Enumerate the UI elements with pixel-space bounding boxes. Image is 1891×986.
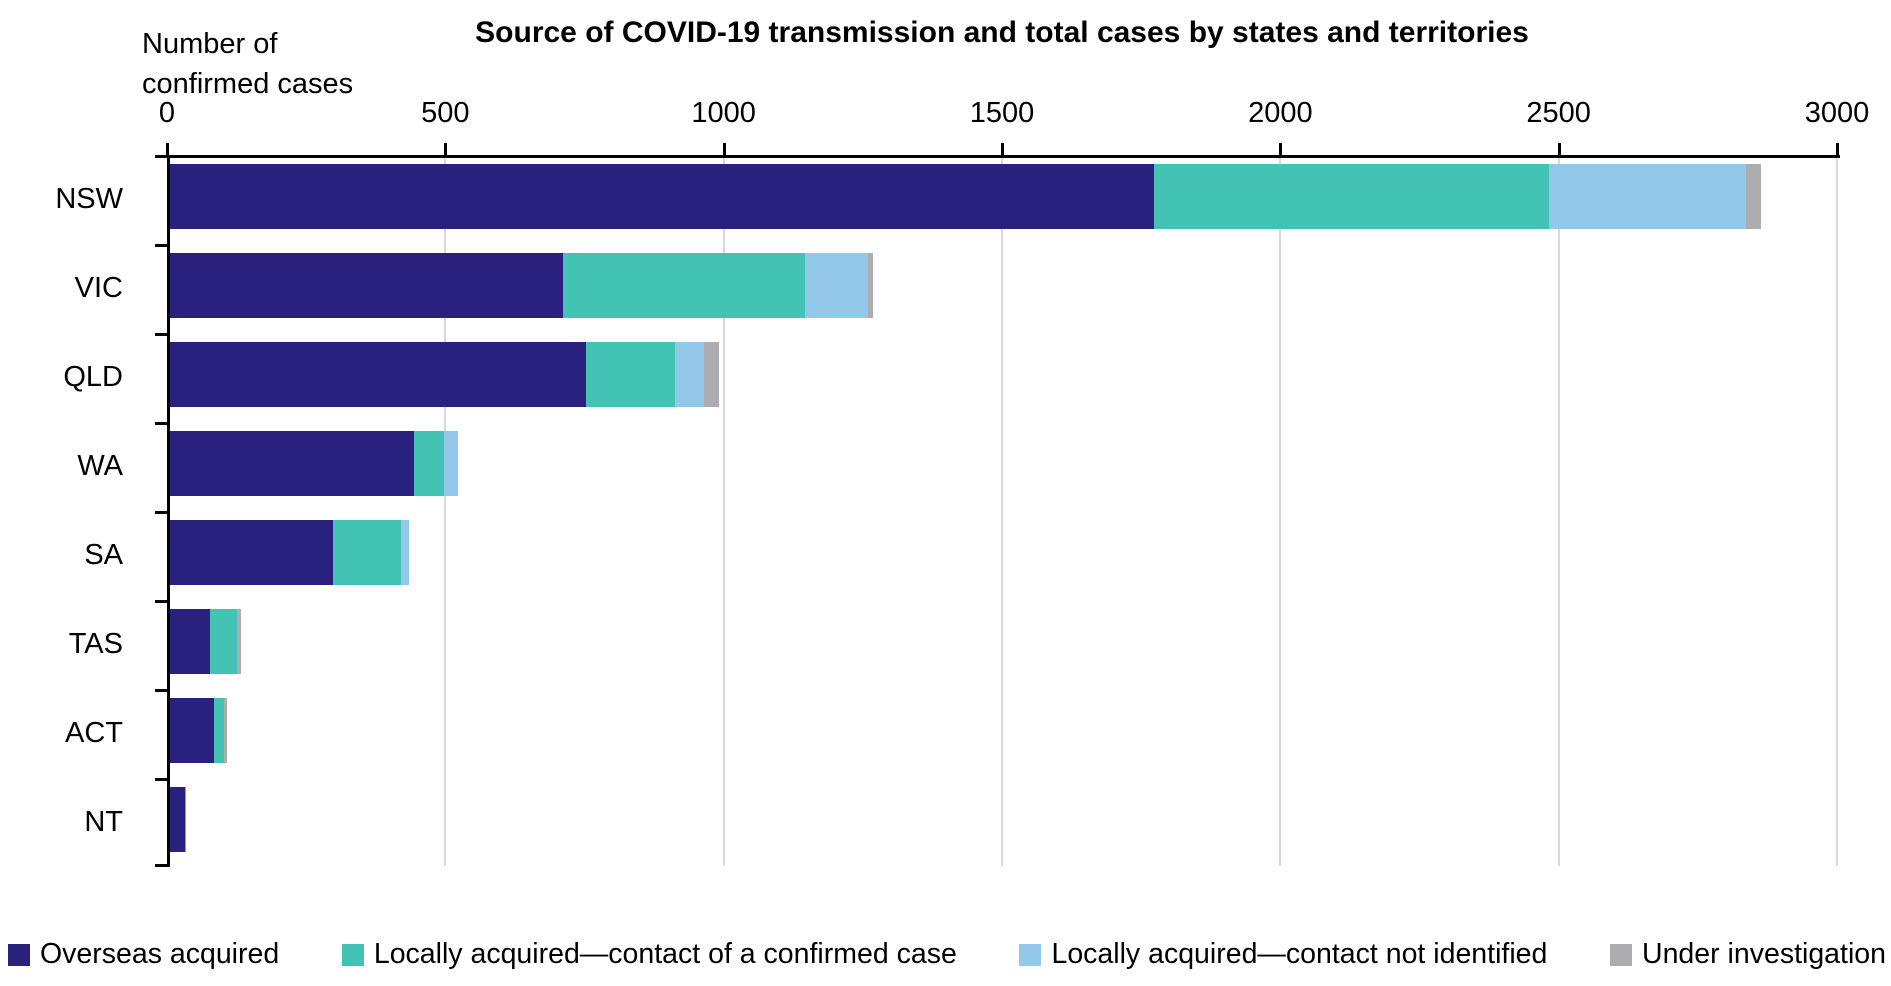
x-tick-label: 3000: [1804, 97, 1870, 129]
y-axis-tick: [155, 511, 167, 514]
category-label: QLD: [63, 361, 123, 393]
bar-segment: [170, 342, 587, 407]
x-axis-tick: [722, 143, 726, 155]
y-axis-tick: [155, 864, 167, 867]
x-tick-label: 2500: [1526, 97, 1591, 129]
bar-segment: [1745, 164, 1761, 229]
legend-label: Locally acquired—contact of a confirmed …: [373, 938, 957, 970]
gridline: [1279, 155, 1282, 866]
bar-segment: [804, 253, 869, 318]
gridline: [722, 155, 725, 866]
bar-segment: [185, 787, 187, 852]
y-axis-tick: [155, 333, 167, 336]
legend-swatch: [1610, 943, 1632, 966]
legend-swatch: [1019, 943, 1042, 966]
bar-segment: [170, 609, 211, 674]
bar-segment: [401, 520, 409, 585]
x-axis-tick: [166, 143, 169, 155]
gridline: [1557, 155, 1560, 866]
bar-segment: [210, 609, 237, 674]
bar-segment: [1548, 164, 1746, 229]
bar-segment: [223, 698, 227, 763]
y-axis-tick: [155, 600, 167, 603]
bar-row: [170, 164, 1761, 229]
bar-row: [170, 520, 409, 585]
category-label: TAS: [68, 628, 123, 660]
axis-unit-label: Number of confirmed cases: [142, 28, 354, 100]
legend-label: Overseas acquired: [40, 938, 280, 970]
bar-segment: [170, 431, 414, 496]
legend-item: Overseas acquired: [8, 938, 279, 971]
bar-row: [170, 342, 719, 407]
bar-row: [170, 609, 241, 674]
category-label: NSW: [55, 183, 123, 215]
legend: Overseas acquired Locally acquired—contac…: [8, 938, 1886, 971]
legend-item: Locally acquired—contact of a confirmed …: [341, 938, 957, 971]
bar-segment: [170, 787, 186, 852]
bar-segment: [170, 698, 214, 763]
bar-segment: [170, 520, 334, 585]
x-axis-tick: [1836, 143, 1839, 155]
y-axis-tick: [155, 422, 167, 425]
y-axis-tick: [155, 689, 167, 692]
bar-segment: [170, 253, 563, 318]
y-axis-tick: [155, 155, 167, 158]
bar-segment: [704, 342, 719, 407]
bar-row: [170, 431, 458, 496]
x-tick-label: 500: [421, 97, 470, 129]
bar-row: [170, 787, 187, 852]
bar-segment: [586, 342, 675, 407]
legend-item: Locally acquired—contact not identified: [1019, 938, 1547, 971]
bar-segment: [444, 431, 458, 496]
bar-segment: [1153, 164, 1549, 229]
legend-swatch: [341, 943, 364, 966]
plot-area: [155, 143, 1840, 867]
category-label: SA: [84, 539, 123, 571]
legend-label: Under investigation: [1642, 938, 1886, 970]
x-axis-tick: [1557, 143, 1561, 155]
category-label: VIC: [74, 272, 123, 304]
category-label: WA: [77, 450, 123, 482]
chart-title: Source of COVID-19 transmission and tota…: [475, 16, 1529, 49]
legend-label: Locally acquired—contact not identified: [1051, 938, 1548, 970]
bar-segment: [563, 253, 805, 318]
bar-segment: [213, 698, 224, 763]
legend-item: Under investigation: [1610, 938, 1886, 971]
bar-row: [170, 253, 874, 318]
legend-swatch: [8, 943, 30, 966]
bar-segment: [868, 253, 874, 318]
gridline: [1001, 155, 1003, 866]
y-axis-tick: [155, 244, 167, 247]
gridline: [444, 155, 447, 866]
bar-segment: [170, 164, 1154, 229]
y-axis-line: [167, 155, 170, 867]
category-label: NT: [84, 806, 123, 838]
bar-segment: [413, 431, 445, 496]
gridline: [1836, 155, 1838, 866]
y-axis-tick: [155, 778, 167, 781]
x-axis-tick: [1001, 143, 1004, 155]
bar-row: [170, 698, 227, 763]
x-axis-tick: [444, 143, 448, 155]
bar-segment: [236, 609, 241, 674]
x-tick-label: 1500: [969, 97, 1035, 129]
category-label: ACT: [65, 717, 123, 749]
bar-segment: [333, 520, 401, 585]
bar-segment: [674, 342, 705, 407]
x-tick-label: 2000: [1248, 97, 1313, 129]
x-axis-line: [167, 155, 1840, 158]
x-tick-label: 0: [158, 97, 176, 129]
x-axis-tick: [1279, 143, 1283, 155]
x-tick-label: 1000: [691, 97, 756, 129]
